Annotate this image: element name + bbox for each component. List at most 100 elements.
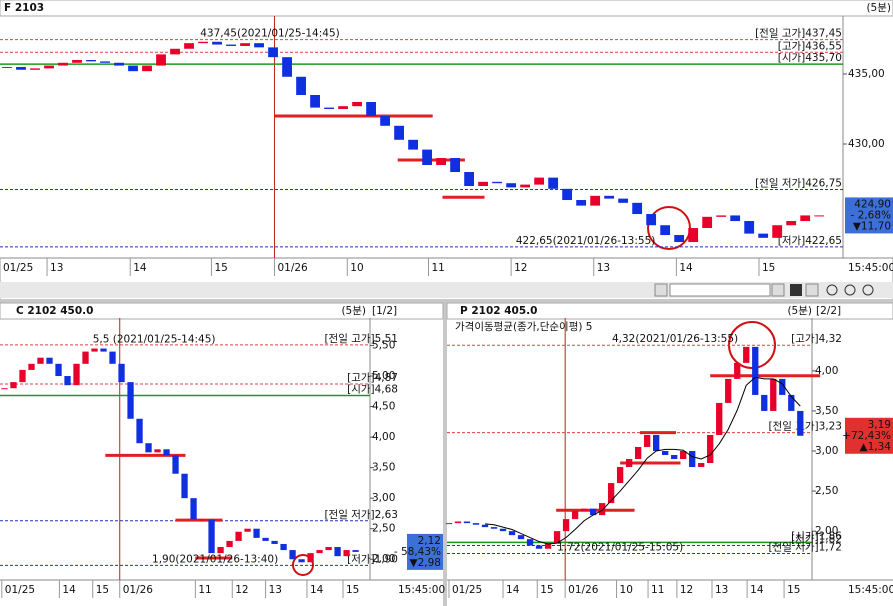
candle <box>598 503 606 516</box>
annotation: 422,65(2021/01/26-13:55) <box>516 235 656 247</box>
x-tick-label: 11 <box>432 262 445 274</box>
candle <box>454 521 462 524</box>
x-tick-label: 15 <box>762 262 775 274</box>
candle <box>253 528 260 538</box>
x-tick-label: 10 <box>620 584 633 596</box>
candle <box>786 221 797 226</box>
candle <box>172 455 179 474</box>
candle <box>508 531 516 536</box>
play-button[interactable] <box>805 283 819 297</box>
price-box-text: 3,19 <box>868 419 891 431</box>
candle <box>492 181 503 184</box>
x-tick-label: 10 <box>350 262 363 274</box>
zoom-out[interactable] <box>844 284 856 296</box>
reference-label: [고가]4,87 <box>347 372 398 384</box>
candle <box>254 43 264 48</box>
candle <box>450 158 461 173</box>
candle <box>1 388 8 390</box>
candle <box>19 369 26 383</box>
candle <box>310 94 320 108</box>
candle <box>73 363 80 386</box>
timeframe: (5분) <box>341 305 366 317</box>
x-tick-label: 14 <box>133 262 147 274</box>
candle <box>671 455 678 460</box>
candle <box>616 467 624 484</box>
candle <box>226 540 233 548</box>
highlight-circle <box>647 206 691 250</box>
reference-label: [저가]422,65 <box>778 235 842 247</box>
reference-label: [전일 저가]426,75 <box>755 177 842 190</box>
candle <box>625 459 633 468</box>
scroll-left[interactable] <box>654 283 668 297</box>
candle <box>44 65 54 69</box>
price-box <box>845 197 893 234</box>
timeframe: (5분) <box>787 305 812 317</box>
candle <box>100 348 107 352</box>
candle <box>366 101 376 116</box>
candle <box>535 545 543 549</box>
candle <box>526 539 534 546</box>
scroll-right[interactable] <box>771 283 785 297</box>
candle <box>244 528 251 532</box>
zoom-reset[interactable] <box>862 284 874 296</box>
price-box-text: ▼2,98 <box>410 557 441 569</box>
y-tick-label: 430,00 <box>848 138 885 150</box>
annotation: 437,45(2021/01/25-14:45) <box>200 28 339 40</box>
moving-average <box>484 376 801 545</box>
candle <box>58 62 68 66</box>
reference-label: [전일 저가]1,72 <box>768 541 842 554</box>
x-tick-label: 14 <box>750 584 764 596</box>
stop-button[interactable] <box>790 284 802 296</box>
zoom-in[interactable] <box>826 284 838 296</box>
candle <box>725 378 732 403</box>
x-tick-label: 12 <box>680 584 693 596</box>
candle <box>646 214 657 226</box>
price-box <box>407 533 443 570</box>
candle <box>632 202 643 215</box>
candle <box>607 483 615 504</box>
candle <box>380 115 390 126</box>
y-tick-label: 2,50 <box>372 523 395 535</box>
y-tick-label: 5,50 <box>372 339 395 351</box>
candle <box>199 519 206 521</box>
candle <box>797 410 804 436</box>
candle <box>590 195 601 206</box>
candle <box>506 183 517 188</box>
y-tick-label: 3,50 <box>372 462 395 474</box>
y-tick-label: 435,00 <box>848 68 885 80</box>
title-bar <box>0 302 444 320</box>
x-tick-label: 15 <box>96 584 109 596</box>
candle <box>394 125 404 140</box>
candle <box>644 434 651 447</box>
candle <box>576 200 587 206</box>
x-tick-label: 13 <box>597 262 610 274</box>
timeframe: (5분) <box>866 2 891 14</box>
scrollbar[interactable] <box>669 283 771 297</box>
candle <box>128 65 138 72</box>
separator <box>0 299 893 303</box>
x-tick-label: 14 <box>62 584 76 596</box>
y-tick-label: 3,00 <box>372 492 395 504</box>
reference-label: [전일 고가]437,45 <box>755 27 842 40</box>
candle <box>788 394 795 411</box>
candle <box>688 228 699 243</box>
candle <box>758 233 769 238</box>
candle <box>37 357 44 364</box>
candle <box>770 378 777 411</box>
panel-title: F 2103 <box>4 2 44 14</box>
candle <box>262 537 269 541</box>
candle <box>142 65 152 72</box>
candle <box>562 188 573 201</box>
candle <box>660 225 671 236</box>
x-tick-label: 11 <box>651 584 664 596</box>
candle <box>208 519 215 554</box>
candle <box>235 531 242 541</box>
x-tick-label: 01/25 <box>3 262 33 274</box>
annotation: 1,90(2021/01/26-13:40) <box>152 553 278 565</box>
candle <box>2 66 12 68</box>
y-tick-label: 3,00 <box>815 445 838 457</box>
candle <box>814 215 825 217</box>
candle <box>145 443 152 453</box>
candle <box>282 57 292 77</box>
